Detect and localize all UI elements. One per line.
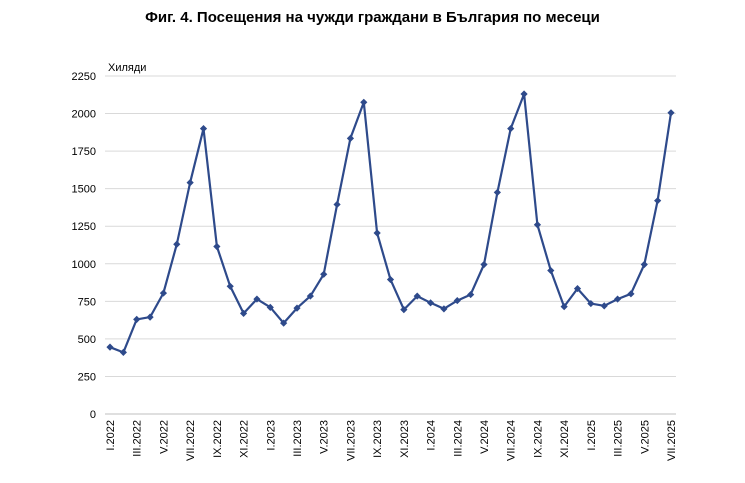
data-point-marker xyxy=(613,295,622,303)
data-point-marker xyxy=(373,229,381,237)
data-point-marker xyxy=(413,292,421,300)
y-tick-label: 1000 xyxy=(72,259,96,271)
data-point-marker xyxy=(453,296,461,305)
data-point-marker xyxy=(360,98,368,106)
data-point-marker xyxy=(587,299,595,308)
data-point-marker xyxy=(627,290,635,298)
data-point-marker xyxy=(667,109,675,117)
data-point-marker xyxy=(600,302,608,310)
data-point-marker xyxy=(119,348,127,357)
x-tick-label: I.2024 xyxy=(426,420,438,451)
data-point-marker xyxy=(654,197,662,205)
x-tick-label: IX.2023 xyxy=(372,420,384,458)
x-tick-label: I.2023 xyxy=(265,420,277,451)
x-tick-label: VII.2022 xyxy=(185,420,197,461)
x-tick-label: III.2024 xyxy=(452,420,464,457)
x-tick-label: XI.2023 xyxy=(399,420,411,458)
data-point-marker xyxy=(239,309,248,317)
y-tick-label: 1750 xyxy=(72,146,96,158)
data-point-marker xyxy=(440,305,448,313)
y-tick-label: 250 xyxy=(78,371,96,383)
series-line xyxy=(109,92,673,354)
data-point-marker xyxy=(186,179,194,187)
x-tick-label: V.2024 xyxy=(479,420,491,454)
x-tick-label: XI.2024 xyxy=(559,420,571,458)
data-point-marker xyxy=(226,282,234,290)
x-tick-label: IX.2024 xyxy=(532,420,544,458)
data-point-marker xyxy=(199,124,208,133)
data-point-marker xyxy=(493,188,501,197)
series-polyline xyxy=(109,92,673,354)
data-point-marker xyxy=(333,200,341,209)
data-point-marker xyxy=(173,240,181,248)
x-tick-label: V.2022 xyxy=(158,420,170,454)
data-point-marker xyxy=(547,266,555,275)
x-tick-label: III.2023 xyxy=(292,420,304,457)
data-point-marker xyxy=(280,319,288,327)
data-point-marker xyxy=(533,221,542,229)
data-point-marker xyxy=(306,292,314,300)
x-tick-label: I.2025 xyxy=(586,420,598,451)
y-tick-label: 1500 xyxy=(72,184,96,196)
data-point-marker xyxy=(266,303,274,311)
data-point-marker xyxy=(253,295,261,303)
data-point-marker xyxy=(480,260,488,269)
series-markers xyxy=(106,90,675,357)
y-unit-label: Хиляди xyxy=(108,62,146,74)
data-point-marker xyxy=(560,302,568,311)
x-tick-label: III.2025 xyxy=(613,420,625,457)
x-tick-label: VII.2025 xyxy=(666,420,678,461)
data-point-marker xyxy=(346,134,355,142)
x-tick-label: III.2022 xyxy=(132,420,144,457)
data-point-marker xyxy=(400,305,408,314)
y-tick-label: 0 xyxy=(90,409,96,421)
data-point-marker xyxy=(159,289,168,297)
y-tick-labels: 0 250 500 750 1000 1250 1500 1750 2000 2250 xyxy=(72,71,96,421)
x-tick-labels: I.2022 III.2022 V.2022 VII.2022 IX.2022 XI.20… xyxy=(105,420,678,461)
y-tick-label: 2250 xyxy=(72,71,96,83)
data-point-marker xyxy=(467,290,475,299)
y-tick-label: 750 xyxy=(78,296,96,308)
x-tick-label: VII.2023 xyxy=(345,420,357,461)
data-point-marker xyxy=(146,313,154,321)
data-point-marker xyxy=(573,284,582,293)
y-tick-label: 500 xyxy=(78,334,96,346)
x-tick-label: VII.2024 xyxy=(506,420,518,461)
data-point-marker xyxy=(106,343,114,351)
data-point-marker xyxy=(426,299,435,307)
x-tick-label: I.2022 xyxy=(105,420,117,451)
data-point-marker xyxy=(213,242,221,251)
data-point-marker xyxy=(320,270,328,278)
data-point-marker xyxy=(507,124,515,133)
x-tick-label: IX.2022 xyxy=(212,420,224,458)
data-point-marker xyxy=(640,260,648,269)
gridlines xyxy=(105,75,676,377)
data-point-marker xyxy=(386,275,395,284)
x-tick-label: V.2025 xyxy=(639,420,651,454)
data-point-marker xyxy=(293,304,301,312)
x-tick-label: XI.2022 xyxy=(239,420,251,458)
data-point-marker xyxy=(133,315,141,323)
y-tick-label: 1250 xyxy=(72,221,96,233)
chart-title: Фиг. 4. Посещения на чужди граждани в Бъ… xyxy=(145,9,600,26)
y-tick-label: 2000 xyxy=(72,109,96,121)
x-tick-label: V.2023 xyxy=(319,420,331,454)
data-point-marker xyxy=(520,90,528,98)
